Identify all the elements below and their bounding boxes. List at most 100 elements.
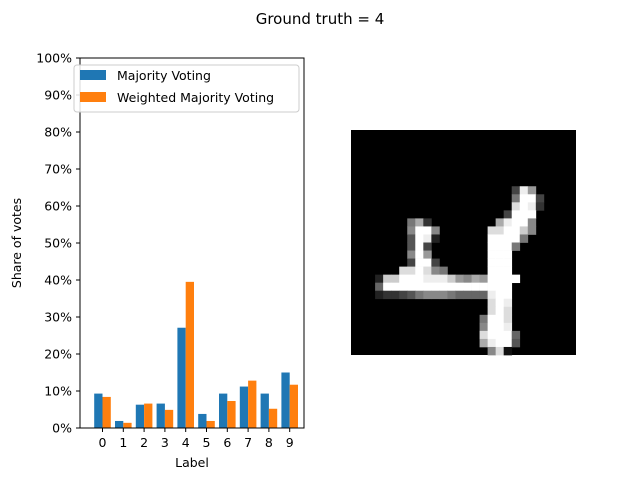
bar-majority-voting-1 — [115, 420, 124, 428]
digit-pixel — [487, 314, 496, 324]
x-tick-label-3: 3 — [161, 435, 169, 450]
digit-pixel — [503, 218, 513, 227]
digit-pixel — [399, 290, 408, 300]
digit-pixel — [415, 282, 424, 292]
bar-majority-voting-7 — [239, 386, 249, 428]
digit-pixel — [431, 274, 440, 284]
digit-pixel — [487, 290, 496, 300]
digit-pixel — [487, 338, 496, 348]
x-tick-label-6: 6 — [223, 435, 231, 450]
digit-pixel — [431, 258, 440, 267]
digit-image — [351, 130, 576, 356]
digit-pixel — [487, 306, 496, 316]
digit-pixel — [527, 226, 537, 235]
digit-pixel — [511, 274, 521, 284]
digit-pixel — [527, 202, 537, 211]
digit-pixel — [519, 218, 529, 227]
digit-pixel — [439, 282, 448, 292]
digit-pixel — [495, 338, 505, 348]
digit-pixel — [503, 330, 513, 340]
digit-pixel — [503, 266, 513, 275]
digit-pixel — [391, 290, 400, 300]
digit-pixel — [415, 234, 424, 243]
digit-pixel — [495, 290, 505, 300]
digit-pixel — [495, 234, 505, 243]
digit-pixel — [487, 330, 496, 340]
digit-pixel — [495, 282, 505, 292]
digit-pixel — [407, 258, 416, 267]
digit-pixel — [495, 266, 505, 275]
digit-pixel — [495, 226, 505, 235]
digit-pixel — [519, 186, 529, 195]
y-tick-label: 60% — [44, 199, 72, 214]
digit-pixel — [455, 274, 464, 284]
digit-pixel — [383, 282, 392, 292]
digit-pixel — [511, 202, 521, 211]
digit-pixel — [503, 242, 513, 251]
digit-pixel — [423, 290, 432, 300]
bars-group — [94, 281, 298, 428]
digit-pixel — [415, 290, 424, 300]
digit-pixel — [423, 242, 432, 251]
digit-pixel — [399, 274, 408, 284]
digit-pixel — [503, 338, 513, 348]
x-tick-label-1: 1 — [119, 435, 127, 450]
bar-majority-voting-2 — [135, 404, 145, 428]
digit-pixel — [503, 282, 513, 292]
digit-pixel — [487, 346, 496, 356]
digit-pixel — [479, 282, 488, 292]
y-tick-label: 40% — [44, 273, 72, 288]
digit-pixel — [439, 290, 448, 300]
digit-pixel — [495, 322, 505, 332]
digit-pixel — [511, 234, 521, 243]
legend-swatch-majority-voting — [80, 70, 106, 80]
y-axis-ticks: 0% 10% 20% 30% 40% 50% 60% 70% 80% 90% 100% — [36, 51, 80, 436]
digit-pixel — [495, 274, 505, 284]
bar-majority-voting-6 — [219, 393, 228, 428]
digit-pixel — [407, 218, 416, 227]
bar-majority-voting-0 — [94, 393, 103, 428]
legend-label-majority-voting: Majority Voting — [117, 68, 211, 83]
digit-pixel — [407, 266, 416, 275]
digit-pixel — [407, 282, 416, 292]
bar-weighted-majority-voting-4 — [185, 281, 194, 428]
digit-pixel — [407, 226, 416, 235]
digit-pixel — [503, 346, 513, 356]
legend-label-weighted-majority-voting: Weighted Majority Voting — [117, 90, 274, 105]
digit-pixel — [527, 194, 537, 203]
y-tick-label: 0% — [52, 421, 72, 436]
digit-pixel — [447, 274, 456, 284]
digit-pixel — [423, 226, 432, 235]
y-tick-label: 100% — [36, 51, 72, 66]
digit-pixel — [407, 234, 416, 243]
digit-pixel — [487, 250, 496, 259]
digit-pixel — [511, 242, 521, 251]
digit-pixel — [511, 210, 521, 219]
digit-pixel — [423, 258, 432, 267]
y-tick-label: 90% — [44, 88, 72, 103]
digit-pixel — [463, 290, 472, 300]
digit-pixel — [407, 274, 416, 284]
bar-weighted-majority-voting-9 — [289, 384, 298, 428]
digit-pixel — [383, 290, 392, 300]
y-tick-label: 50% — [44, 236, 72, 251]
digit-pixel — [535, 194, 545, 203]
digit-pixel — [439, 274, 448, 284]
x-tick-label-9: 9 — [286, 435, 294, 450]
digit-pixel — [431, 234, 440, 243]
digit-pixel — [399, 282, 408, 292]
digit-pixel — [527, 218, 537, 227]
digit-pixel — [503, 290, 513, 300]
bar-majority-voting-8 — [260, 393, 269, 428]
chart-suptitle: Ground truth = 4 — [256, 10, 385, 28]
x-axis-label: Label — [175, 455, 209, 470]
digit-pixel — [503, 234, 513, 243]
y-axis-label: Share of votes — [9, 198, 24, 288]
digit-pixel — [407, 242, 416, 251]
y-tick-label: 70% — [44, 162, 72, 177]
bar-weighted-majority-voting-8 — [268, 408, 278, 428]
digit-pixel — [391, 274, 400, 284]
digit-pixel — [471, 282, 480, 292]
